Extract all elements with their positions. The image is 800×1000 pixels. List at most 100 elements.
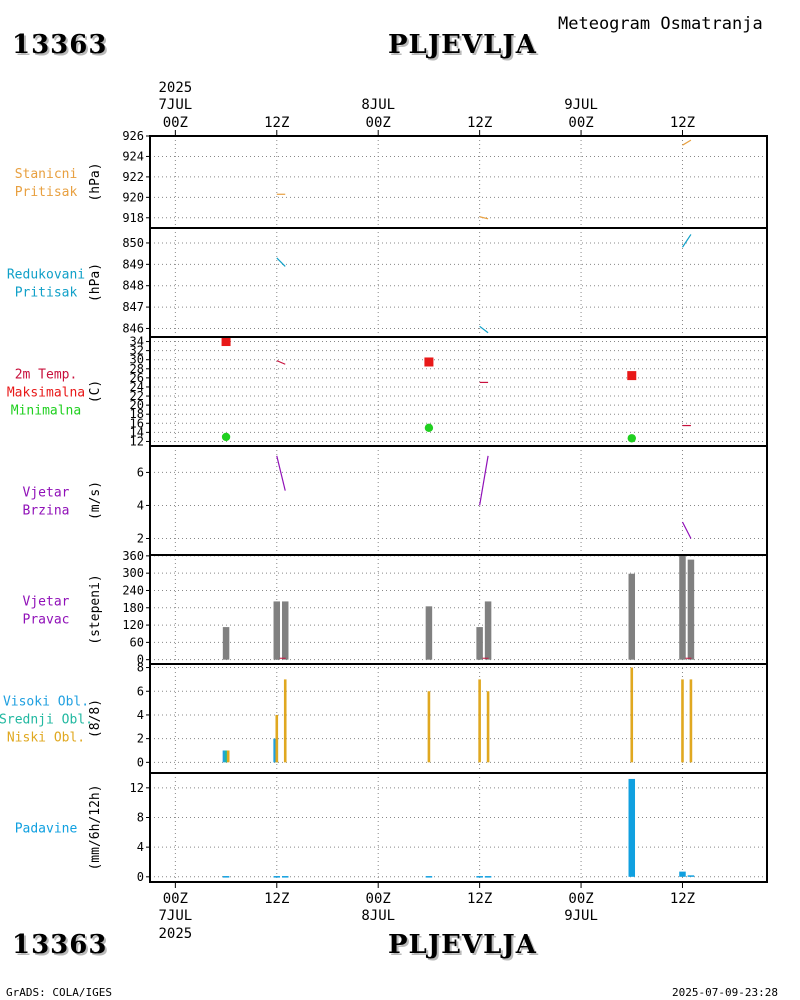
precip-bar xyxy=(679,871,686,877)
y-tick-label: 12 xyxy=(130,781,144,795)
cloud-bar xyxy=(226,750,230,763)
time-label-hour: 00Z xyxy=(366,115,391,131)
series-line xyxy=(682,139,692,146)
y-tick-label: 846 xyxy=(122,321,144,335)
panel-label: 2m Temp. xyxy=(15,368,78,383)
station-name-top: PLJEVLJA xyxy=(388,30,537,60)
cloud-bar xyxy=(478,679,481,763)
station-id-top: 13363 xyxy=(12,30,108,60)
y-tick-label: 20 xyxy=(130,398,144,412)
precip-bar xyxy=(687,875,695,877)
panel-label: Pritisak xyxy=(15,185,78,200)
wind-dir-bar xyxy=(222,627,230,660)
y-tick-label: 849 xyxy=(122,257,144,271)
wind-dir-bar xyxy=(679,555,686,660)
y-tick-label: 2 xyxy=(137,732,144,746)
series-line xyxy=(276,455,286,491)
panel-label: Visoki Obl. xyxy=(3,695,89,710)
y-tick-label: 14 xyxy=(130,425,144,439)
panel-frame xyxy=(149,772,768,883)
panel-wind_direction: 0 60 120 180 240 300 360 (stepeni) Vjetar Pravac xyxy=(23,549,768,667)
series-line xyxy=(681,234,692,248)
precip-bar xyxy=(484,876,492,878)
y-tick-label: 12 xyxy=(130,434,144,448)
time-label-date: 9JUL xyxy=(564,908,598,924)
y-tick-label: 847 xyxy=(122,300,144,314)
panel-label: Vjetar xyxy=(23,486,70,501)
y-tick-label: 4 xyxy=(137,840,144,854)
y-tick-label: 28 xyxy=(130,362,144,376)
y-tick-label: 26 xyxy=(130,371,144,385)
station-name-bottom: PLJEVLJA xyxy=(388,930,537,960)
panel-label: Maksimalna xyxy=(7,386,85,401)
cloud-bar xyxy=(681,679,684,763)
panel-label: Pravac xyxy=(23,613,70,628)
panel-station_pressure: 918 920 922 924 926 (hPa) Stanicni Pritisak xyxy=(15,129,768,229)
y-tick-label: 924 xyxy=(122,149,144,163)
y-tick-label: 180 xyxy=(122,601,144,615)
y-tick-label: 240 xyxy=(122,583,144,597)
y-tick-label: 848 xyxy=(122,279,144,293)
wind-dir-bar xyxy=(484,601,492,660)
precip-bar xyxy=(476,876,483,878)
y-tick-label: 6 xyxy=(137,684,144,698)
y-tick-label: 18 xyxy=(130,407,144,421)
panel-clouds: 0 2 4 6 8 (8/8)Visoki Obl. Srednji Obl. Niski O… xyxy=(0,661,768,774)
panel-wind_speed: 2 4 6 (m/s) Vjetar Brzina xyxy=(23,445,768,556)
y-tick-label: 4 xyxy=(137,708,144,722)
time-label-date: 7JUL xyxy=(158,908,192,924)
time-label-hour: 00Z xyxy=(163,891,188,907)
max-temp-marker xyxy=(627,371,637,381)
series-line xyxy=(276,257,286,267)
y-tick-label: 32 xyxy=(130,344,144,358)
y-tick-label: 920 xyxy=(122,190,144,204)
y-tick-label: 2 xyxy=(137,531,144,545)
series-line xyxy=(681,521,692,539)
wind-dir-bar xyxy=(628,573,636,660)
panel-label: Minimalna xyxy=(11,404,81,419)
precip-bar xyxy=(281,876,289,878)
time-label-hour: 12Z xyxy=(670,115,695,131)
time-label-hour: 12Z xyxy=(264,891,289,907)
time-label-year: 2025 xyxy=(158,926,192,942)
y-tick-label: 926 xyxy=(122,129,144,143)
min-temp-marker xyxy=(627,434,636,443)
time-label-hour: 00Z xyxy=(568,891,593,907)
series-line xyxy=(479,216,489,220)
cloud-bar xyxy=(283,679,287,763)
y-tick-label: 8 xyxy=(137,661,144,675)
precip-bar xyxy=(273,876,281,878)
precip-bar xyxy=(425,876,433,878)
time-label-hour: 00Z xyxy=(568,115,593,131)
y-tick-label: 850 xyxy=(122,236,144,250)
y-tick-label: 24 xyxy=(130,380,144,394)
time-label-date: 8JUL xyxy=(361,908,395,924)
panel-frame xyxy=(149,336,768,447)
chart-subtitle: Meteogram Osmatranja xyxy=(558,14,763,34)
time-label-date: 9JUL xyxy=(564,97,598,113)
y-tick-label: 922 xyxy=(122,170,144,184)
time-label-hour: 12Z xyxy=(670,891,695,907)
y-tick-label: 0 xyxy=(137,870,144,884)
series-line xyxy=(276,360,286,365)
y-tick-label: 30 xyxy=(130,353,144,367)
y-tick-label: 4 xyxy=(137,498,144,512)
cloud-bar xyxy=(689,679,693,763)
y-tick-label: 22 xyxy=(130,389,144,403)
max-temp-marker xyxy=(424,357,434,367)
unit-label: (8/8) xyxy=(88,699,103,738)
unit-label: (mm/6h/12h) xyxy=(88,784,103,870)
wind-dir-bar xyxy=(273,601,281,660)
wind-dir-bar xyxy=(476,627,483,660)
y-tick-label: 0 xyxy=(137,755,144,769)
unit-label: (hPa) xyxy=(88,162,103,201)
cloud-bar xyxy=(222,750,226,763)
time-label-hour: 00Z xyxy=(163,115,188,131)
y-tick-label: 918 xyxy=(122,211,144,225)
wind-dir-bar xyxy=(425,606,433,660)
time-label-date: 8JUL xyxy=(361,97,395,113)
unit-label: (m/s) xyxy=(88,481,103,520)
panel-label: Padavine xyxy=(15,822,78,837)
